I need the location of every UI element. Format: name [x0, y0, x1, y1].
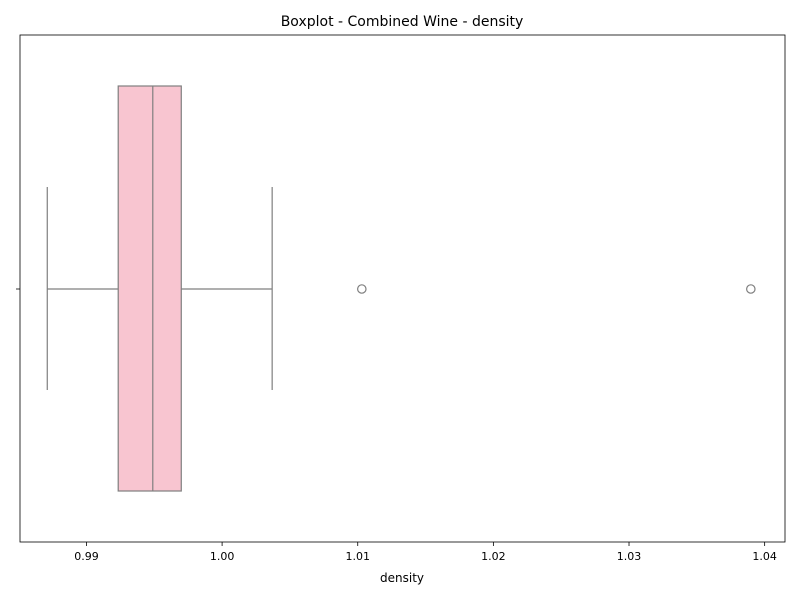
axes-frame	[19, 34, 786, 543]
x-tick-label: 0.99	[74, 550, 99, 563]
x-tick-label: 1.03	[617, 550, 642, 563]
x-tick-label: 1.04	[752, 550, 777, 563]
x-tick-label: 1.00	[210, 550, 235, 563]
x-tick-label: 1.01	[345, 550, 370, 563]
plot-area	[46, 85, 756, 492]
x-axis-label: density	[380, 571, 424, 585]
outlier-point-2	[746, 284, 756, 294]
iqr-box	[117, 85, 182, 492]
x-axis-ticks: 0.99 1.00 1.01 1.02 1.03 1.04	[74, 542, 777, 563]
x-tick-label: 1.02	[481, 550, 506, 563]
chart-title: Boxplot - Combined Wine - density	[281, 14, 524, 30]
outlier-point-1	[357, 284, 367, 294]
